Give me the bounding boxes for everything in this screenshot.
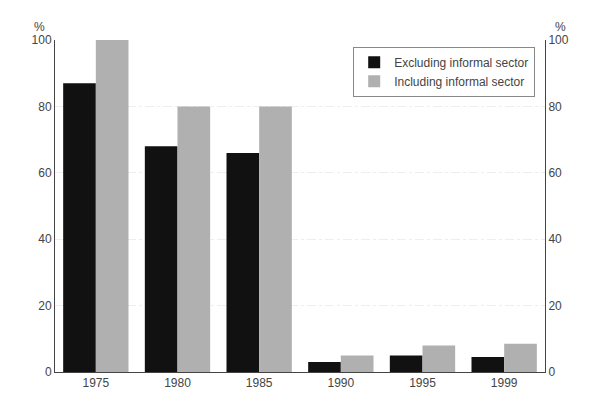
- svg-text:100: 100: [548, 33, 568, 47]
- svg-text:1995: 1995: [409, 376, 436, 390]
- svg-text:60: 60: [548, 166, 562, 180]
- svg-text:60: 60: [38, 166, 52, 180]
- svg-text:1985: 1985: [246, 376, 273, 390]
- svg-text:Including informal sector: Including informal sector: [394, 75, 524, 89]
- svg-text:40: 40: [548, 232, 562, 246]
- svg-text:80: 80: [38, 100, 52, 114]
- svg-text:%: %: [555, 20, 566, 34]
- svg-text:100: 100: [32, 33, 52, 47]
- svg-text:%: %: [34, 20, 45, 34]
- svg-text:1980: 1980: [164, 376, 191, 390]
- svg-text:0: 0: [548, 365, 555, 379]
- svg-text:20: 20: [38, 299, 52, 313]
- svg-text:20: 20: [548, 299, 562, 313]
- svg-text:1975: 1975: [82, 376, 109, 390]
- svg-text:1990: 1990: [327, 376, 354, 390]
- svg-text:Excluding informal sector: Excluding informal sector: [394, 56, 528, 70]
- svg-text:0: 0: [45, 365, 52, 379]
- svg-text:80: 80: [548, 100, 562, 114]
- svg-text:40: 40: [38, 232, 52, 246]
- svg-text:1999: 1999: [491, 376, 518, 390]
